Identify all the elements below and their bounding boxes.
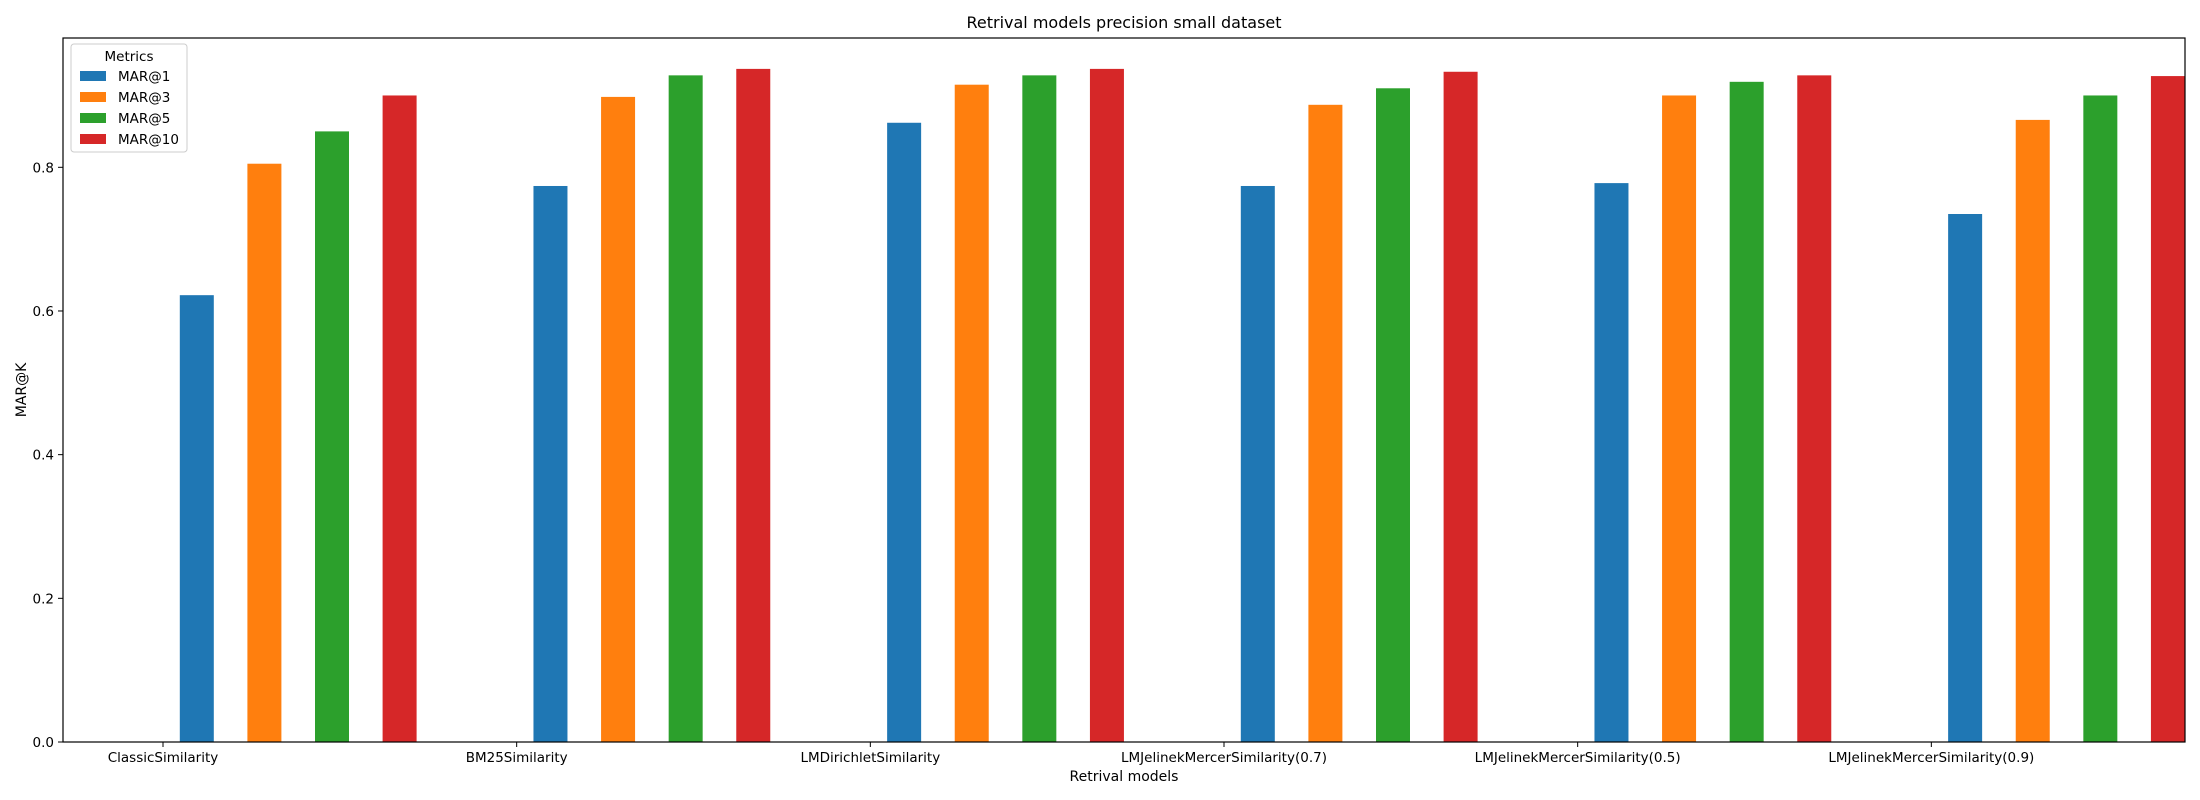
bar — [1022, 75, 1057, 742]
x-tick-label: LMJelinekMercerSimilarity(0.9) — [1828, 750, 2034, 766]
y-tick-label: 0.4 — [33, 448, 54, 464]
x-tick-label: LMDirichletSimilarity — [800, 750, 940, 766]
legend-items: MAR@1 MAR@3 MAR@5 MAR@10 — [80, 69, 179, 148]
x-tick-label: LMJelinekMercerSimilarity(0.5) — [1475, 750, 1681, 766]
y-tick-label: 0.2 — [33, 591, 54, 607]
bar — [1594, 183, 1629, 742]
legend-label: MAR@3 — [118, 90, 170, 106]
legend-swatch — [80, 113, 106, 123]
bar — [1729, 81, 1764, 742]
y-axis: 0.0 0.2 0.4 0.6 0.8 — [33, 160, 63, 751]
bar — [247, 163, 282, 742]
bar — [1089, 68, 1124, 743]
y-tick-label: 0.6 — [33, 304, 54, 320]
bar — [1797, 75, 1832, 742]
bar — [736, 68, 771, 743]
bar — [315, 131, 349, 742]
plot-frame — [62, 37, 2186, 743]
bar — [533, 185, 568, 743]
legend-swatch — [80, 134, 106, 144]
bar — [382, 95, 417, 743]
bar — [1376, 88, 1410, 743]
y-tick-label: 0.0 — [33, 735, 54, 751]
x-tick-label: ClassicSimilarity — [108, 750, 219, 766]
legend-label: MAR@1 — [118, 69, 170, 85]
bar — [2015, 119, 2050, 743]
bar — [1662, 95, 1697, 743]
bar — [179, 295, 214, 742]
bar — [2150, 76, 2185, 742]
x-tick-label: LMJelinekMercerSimilarity(0.7) — [1121, 750, 1327, 766]
y-axis-label: MAR@K — [14, 362, 30, 417]
bar — [1308, 104, 1343, 742]
bar — [668, 75, 703, 742]
legend-swatch — [80, 92, 106, 102]
x-axis-label: Retrival models — [1070, 769, 1179, 785]
legend-title: Metrics — [104, 49, 153, 65]
bars-group — [179, 68, 2185, 743]
legend-label: MAR@10 — [118, 132, 179, 148]
bar — [1948, 214, 1983, 742]
legend-swatch — [80, 71, 106, 81]
bar — [954, 84, 989, 743]
plot-area: 0.0 0.2 0.4 0.6 0.8 ClassicSimilarity BM25Sim… — [33, 37, 2186, 766]
bar — [601, 96, 636, 742]
legend: Metrics MAR@1 MAR@3 MAR@5 MAR@10 — [70, 43, 188, 153]
legend-label: MAR@5 — [118, 111, 170, 127]
x-axis: ClassicSimilarity BM25Similarity LMDirichl… — [108, 742, 2034, 766]
bar — [1240, 185, 1275, 743]
bar — [1443, 71, 1478, 743]
y-tick-label: 0.8 — [33, 160, 54, 176]
chart-title: Retrival models precision small dataset — [966, 13, 1281, 32]
bar — [2083, 95, 2118, 743]
x-tick-label: BM25Similarity — [466, 750, 568, 766]
bar — [887, 122, 922, 743]
